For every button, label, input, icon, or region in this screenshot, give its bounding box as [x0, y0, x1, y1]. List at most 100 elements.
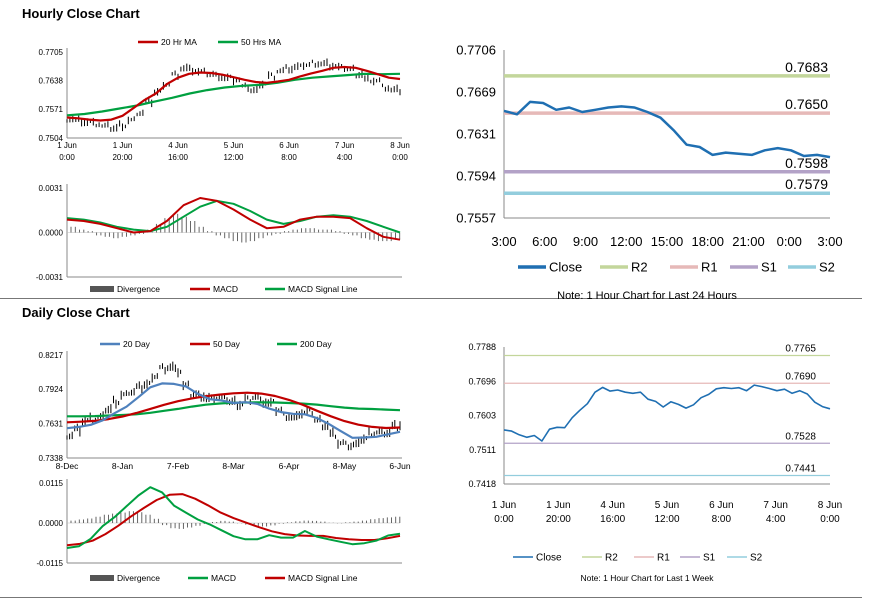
hourly-24h-legend-s1-label: S1 [761, 260, 777, 275]
daily-week-x-tick-date-3: 5 Jun [655, 500, 679, 511]
hourly-price-y-tick-0: 0.7705 [39, 48, 64, 57]
bottom-rule [0, 597, 862, 598]
daily-week-x-tick-date-1: 1 Jun [546, 500, 570, 511]
daily-week-x-tick-date-4: 6 Jun [709, 500, 733, 511]
hourly-price-x-tick-date-6: 8 Jun [390, 141, 410, 150]
hourly-macd-legend-signal-label: MACD Signal Line [288, 284, 358, 294]
hourly-price-x-tick-time-3: 12:00 [223, 153, 244, 162]
hourly-price-x-tick-time-2: 16:00 [168, 153, 189, 162]
daily-week-level-s1-label: 0.7528 [785, 431, 816, 442]
hourly-24h-level-r2-label: 0.7683 [785, 59, 828, 75]
daily-price-legend-ma50-label: 50 Day [213, 339, 241, 349]
hourly-price-x-tick-date-0: 1 Jun [57, 141, 77, 150]
hourly-24h-level-s1-label: 0.7598 [785, 155, 828, 171]
hourly-24h-y-tick-0: 0.7706 [456, 43, 496, 58]
hourly-24h-level-r1-label: 0.7650 [785, 96, 828, 112]
daily-week-x-tick-time-0: 0:00 [494, 514, 514, 525]
daily-week-x-tick-time-6: 0:00 [820, 514, 840, 525]
daily-macd-y-tick-0: 0.0115 [39, 479, 63, 488]
hourly-24h-y-tick-4: 0.7557 [456, 211, 496, 226]
hourly-price-ma50-line [66, 72, 401, 117]
daily-week-level-r1-label: 0.7690 [785, 371, 816, 382]
daily-price-x-tick-2: 7-Feb [167, 461, 189, 471]
daily-week-x-tick-time-3: 12:00 [654, 514, 679, 525]
daily-week-legend-s1-label: S1 [703, 553, 716, 564]
daily-week-x-tick-date-2: 4 Jun [600, 500, 624, 511]
daily-week-x-tick-date-0: 1 Jun [492, 500, 516, 511]
daily-macd-legend-signal-label: MACD Signal Line [288, 573, 358, 583]
hourly-price-y-tick-3: 0.7504 [39, 134, 64, 143]
hourly-macd-macd-line [66, 197, 401, 241]
hourly-price-y-tick-1: 0.7638 [39, 76, 64, 85]
daily-week-legend-r1-label: R1 [657, 553, 670, 564]
hourly-24h-x-tick-4: 15:00 [651, 234, 684, 249]
hourly-section-title: Hourly Close Chart [22, 6, 140, 21]
hourly-24h-legend-r2-label: R2 [631, 260, 648, 275]
hourly-24h-y-tick-2: 0.7631 [456, 127, 496, 142]
hourly-24h-x-tick-7: 0:00 [777, 234, 802, 249]
daily-macd-macd-line [66, 486, 401, 549]
hourly-macd-y-tick-2: -0.0031 [36, 273, 64, 282]
hourly-24h-x-tick-1: 6:00 [532, 234, 557, 249]
hourly-24h-x-tick-8: 3:00 [817, 234, 842, 249]
hourly-price-y-tick-2: 0.7571 [39, 105, 64, 114]
daily-week-y-tick-0: 0.7788 [468, 342, 496, 352]
daily-week-level-r2-label: 0.7765 [785, 344, 816, 355]
daily-week-legend-s2-label: S2 [750, 553, 763, 564]
daily-price-x-tick-0: 8-Dec [56, 461, 79, 471]
daily-price-legend-ma200-label: 200 Day [300, 339, 332, 349]
hourly-24h-close-line [503, 100, 831, 159]
daily-macd-signal-line [66, 493, 401, 547]
hourly-price-x-tick-date-2: 4 Jun [168, 141, 188, 150]
hourly-price-x-tick-time-6: 0:00 [392, 153, 408, 162]
daily-macd-legend-divergence-swatch [90, 575, 114, 581]
daily-price-y-tick-1: 0.7924 [39, 385, 64, 394]
hourly-price-x-tick-time-1: 20:00 [112, 153, 133, 162]
daily-macd-y-tick-2: -0.0115 [36, 559, 63, 568]
daily-macd-legend-divergence-label: Divergence [117, 573, 160, 583]
daily-price-x-tick-4: 6-Apr [279, 461, 300, 471]
hourly-24h-x-tick-6: 21:00 [732, 234, 765, 249]
hourly-24h-x-tick-3: 12:00 [610, 234, 643, 249]
daily-week-x-tick-time-5: 4:00 [766, 514, 786, 525]
hourly-macd-y-tick-1: 0.0000 [39, 228, 64, 237]
daily-week-x-tick-time-2: 16:00 [600, 514, 625, 525]
daily-price-y-tick-0: 0.8217 [39, 351, 64, 360]
daily-price-x-tick-6: 6-Jun [389, 461, 411, 471]
daily-week-legend-r2-label: R2 [605, 553, 618, 564]
hourly-price-x-tick-date-4: 6 Jun [279, 141, 299, 150]
hourly-price-x-tick-date-3: 5 Jun [224, 141, 244, 150]
daily-week-close-line [503, 384, 831, 442]
hourly-macd-legend-divergence-swatch [90, 286, 114, 292]
daily-price-x-tick-3: 8-Mar [222, 461, 244, 471]
hourly-price-ma20-line [66, 65, 401, 122]
daily-week-level-s2-label: 0.7441 [785, 463, 816, 474]
daily-week-x-tick-time-1: 20:00 [546, 514, 571, 525]
daily-week-y-tick-2: 0.7603 [468, 411, 496, 421]
hourly-macd-y-tick-0: 0.0031 [39, 184, 64, 193]
hourly-24h-y-tick-3: 0.7594 [456, 169, 496, 184]
daily-price-y-tick-3: 0.7338 [39, 454, 64, 463]
hourly-price-x-tick-time-5: 4:00 [337, 153, 353, 162]
hourly-24h-legend-s2-label: S2 [819, 260, 835, 275]
hourly-price-legend-ma20-label: 20 Hr MA [161, 37, 197, 47]
hourly-24h-x-tick-5: 18:00 [691, 234, 724, 249]
daily-week-note: Note: 1 Hour Chart for Last 1 Week [580, 573, 714, 583]
daily-week-x-tick-date-5: 7 Jun [763, 500, 787, 511]
hourly-24h-level-s2-label: 0.7579 [785, 176, 828, 192]
hourly-24h-x-tick-2: 9:00 [573, 234, 598, 249]
hourly-price-x-tick-time-0: 0:00 [59, 153, 75, 162]
section-divider [0, 298, 862, 299]
hourly-24h-legend-close-label: Close [549, 260, 582, 275]
daily-week-legend-close-label: Close [536, 553, 562, 564]
hourly-price-x-tick-date-5: 7 Jun [335, 141, 355, 150]
daily-price-legend-ma20-label: 20 Day [123, 339, 151, 349]
hourly-macd-legend-divergence-label: Divergence [117, 284, 160, 294]
hourly-price-x-tick-date-1: 1 Jun [113, 141, 133, 150]
daily-week-y-tick-4: 0.7418 [468, 479, 496, 489]
daily-macd-legend-macd-label: MACD [211, 573, 236, 583]
hourly-macd-legend-macd-label: MACD [213, 284, 238, 294]
daily-week-y-tick-3: 0.7511 [469, 445, 496, 455]
daily-price-x-tick-5: 8-May [333, 461, 357, 471]
daily-price-y-tick-2: 0.7631 [39, 419, 64, 428]
